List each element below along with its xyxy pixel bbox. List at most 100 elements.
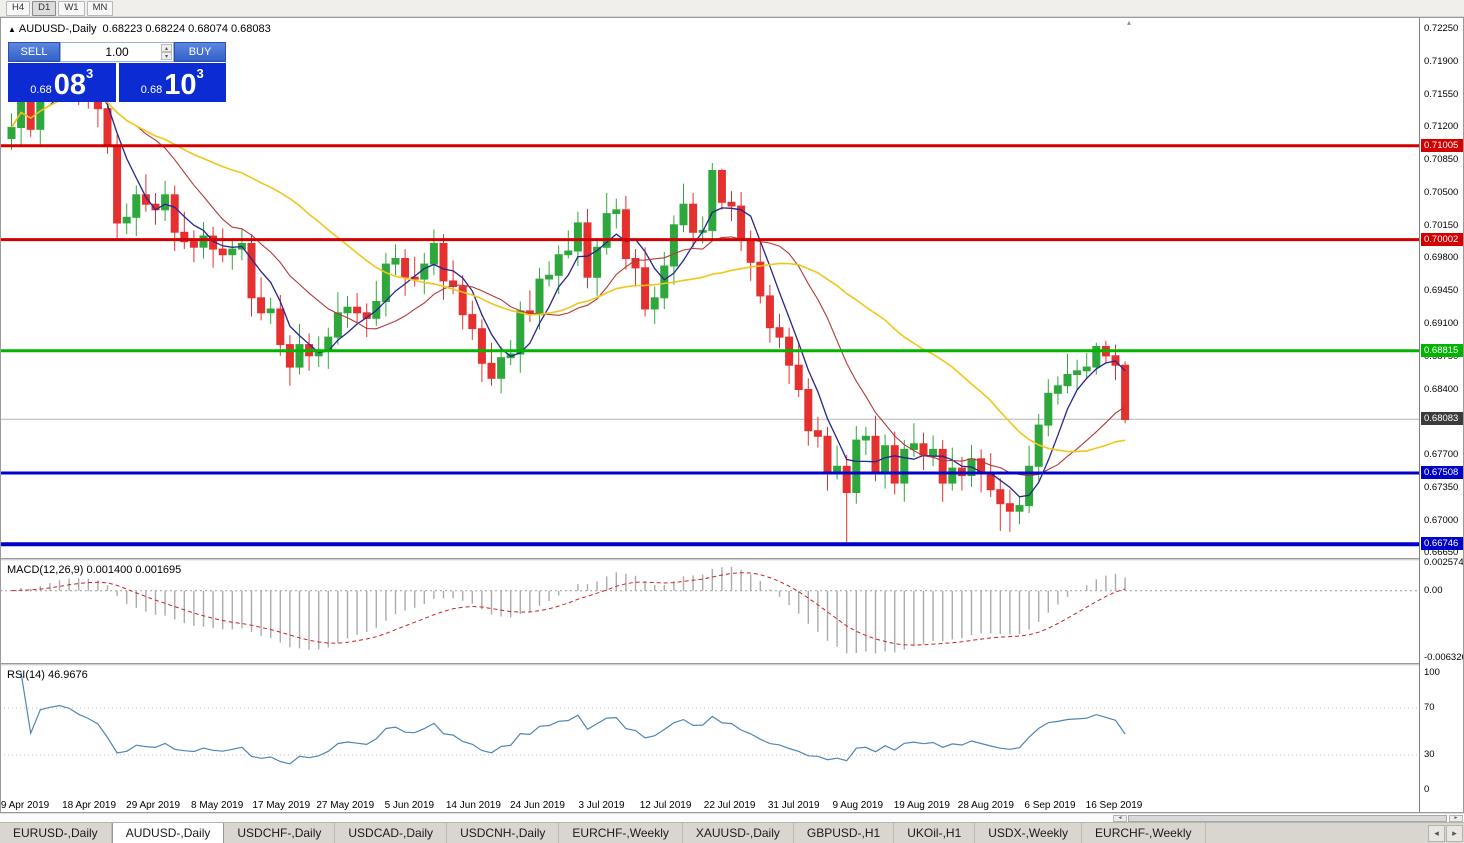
main-chart-pane[interactable]: ▲ AUDUSD-,Daily 0.68223 0.68224 0.68074 0.…	[0, 17, 1419, 558]
volume-input[interactable]	[75, 44, 159, 60]
scrollbar-thumb[interactable]	[1128, 815, 1447, 822]
chart-tabs: EURUSD-,Daily AUDUSD-,Daily USDCHF-,Daily U…	[0, 823, 1206, 843]
date-label: 28 Aug 2019	[957, 800, 1014, 811]
price-axis-label: 0.67000	[1424, 514, 1459, 526]
symbol-tab-eurusd-daily[interactable]: EURUSD-,Daily	[0, 823, 112, 843]
candlestick-chart	[0, 65, 1419, 547]
macd-chart	[0, 566, 1419, 654]
symbol-tab-eurchf-weekly[interactable]: EURCHF-,Weekly	[1082, 823, 1206, 843]
pane-separator[interactable]	[0, 558, 1464, 561]
sell-price-sup: 3	[85, 66, 94, 81]
volume-spinner-down-icon[interactable]: ▾	[161, 52, 172, 60]
date-label: 29 Apr 2019	[126, 800, 181, 811]
macd-signal-line	[11, 572, 1126, 646]
rsi-indicator-pane[interactable]: RSI(14) 46.9676	[0, 666, 1419, 797]
timeframe-button-d1[interactable]: D1	[32, 0, 57, 16]
symbol-tab-usdcnh-daily[interactable]: USDCNH-,Daily	[447, 823, 560, 843]
date-label: 9 Apr 2019	[0, 800, 50, 811]
date-label: 17 May 2019	[252, 800, 311, 811]
symbol-tab-usdx-weekly[interactable]: USDX-,Weekly	[975, 823, 1083, 843]
volume-spinner: ▴ ▾	[161, 44, 172, 60]
price-axis-label: 0.72250	[1424, 23, 1459, 35]
timeframe-button-mn[interactable]: MN	[86, 0, 114, 16]
price-axis-label: 0.71550	[1424, 88, 1459, 100]
chart-shift-marker-icon: ▴	[1127, 18, 1132, 27]
price-axis-label: 0.69100	[1424, 318, 1459, 329]
date-label: 9 Aug 2019	[832, 800, 884, 811]
rsi-label: RSI(14) 46.9676	[7, 669, 88, 681]
macd-axis-label: -0.006326	[1424, 651, 1464, 663]
current-price-tag: 0.68083	[1421, 412, 1463, 426]
sell-button[interactable]: SELL	[8, 42, 60, 62]
pane-separator[interactable]	[0, 663, 1464, 666]
buy-price-display[interactable]: 0.68 10 3	[118, 63, 226, 102]
sell-price-big: 08	[53, 69, 86, 101]
date-axis[interactable]: 9 Apr 2019 18 Apr 2019 29 Apr 2019 8 May 20…	[0, 797, 1419, 813]
ma-fast-line	[10, 83, 1126, 498]
date-label: 14 Jun 2019	[445, 800, 501, 811]
macd-indicator-pane[interactable]: MACD(12,26,9) 0.001400 0.001695	[0, 561, 1419, 663]
date-label: 5 Jun 2019	[384, 800, 435, 811]
date-label: 27 May 2019	[316, 800, 375, 811]
timeframe-button-h4[interactable]: H4	[6, 0, 31, 16]
chart-symbol: AUDUSD-,Daily	[18, 23, 97, 35]
buy-price-prefix: 0.68	[140, 84, 163, 96]
macd-label: MACD(12,26,9) 0.001400 0.001695	[7, 564, 182, 576]
symbol-marker-icon: ▲	[8, 25, 16, 34]
price-axis-label: 0.69450	[1424, 285, 1459, 297]
horizontal-scrollbar[interactable]: ◄ ►	[0, 813, 1464, 822]
symbol-tab-xauusd-daily[interactable]: XAUUSD-,Daily	[683, 823, 794, 843]
rsi-axis-label: 100	[1424, 667, 1440, 678]
scrollbar-right-arrow-icon[interactable]: ►	[1449, 815, 1463, 822]
rsi-axis-label: 30	[1424, 748, 1435, 760]
price-axis-label: 0.70500	[1424, 186, 1459, 198]
sell-price-display[interactable]: 0.68 08 3	[8, 63, 116, 102]
volume-spinner-up-icon[interactable]: ▴	[161, 44, 172, 52]
symbol-tab-audusd-daily[interactable]: AUDUSD-,Daily	[111, 823, 225, 843]
volume-field[interactable]: ▴ ▾	[60, 42, 174, 62]
date-label: 6 Sep 2019	[1024, 800, 1076, 811]
tab-scroll-left-icon[interactable]: ◂	[1428, 825, 1445, 842]
date-label: 19 Aug 2019	[893, 800, 950, 811]
date-label: 22 Jul 2019	[703, 800, 756, 811]
level-price-tag: 0.71005	[1421, 138, 1463, 152]
rsi-axis-label: 70	[1424, 702, 1435, 714]
price-axis-label: 0.66650	[1424, 547, 1459, 559]
date-label: 18 Apr 2019	[62, 800, 117, 811]
date-label: 12 Jul 2019	[639, 800, 692, 811]
macd-axis-label: 0.002574	[1424, 557, 1464, 569]
price-axis-label: 0.71200	[1424, 121, 1459, 133]
symbol-tab-ukoil-h1[interactable]: UKOil-,H1	[894, 823, 976, 843]
date-label: 3 Jul 2019	[578, 800, 625, 811]
level-price-tag: 0.66746	[1421, 537, 1463, 551]
chart-title: ▲ AUDUSD-,Daily 0.68223 0.68224 0.68074 0.…	[8, 23, 271, 35]
symbol-tab-usdcad-daily[interactable]: USDCAD-,Daily	[335, 823, 448, 843]
level-price-tag: 0.67508	[1421, 466, 1463, 479]
date-label: 16 Sep 2019	[1085, 800, 1143, 811]
candles	[7, 65, 1130, 543]
symbol-tab-eurchf-weekly[interactable]: EURCHF-,Weekly	[559, 823, 683, 843]
date-label: 31 Jul 2019	[767, 800, 820, 811]
ma-slow-line	[10, 95, 1126, 453]
symbol-tab-gbpusd-h1[interactable]: GBPUSD-,H1	[794, 823, 895, 843]
ohlc-readout: 0.68223 0.68224 0.68074 0.68083	[102, 23, 271, 35]
level-price-tag: 0.68815	[1421, 343, 1463, 357]
rsi-axis-label: 0	[1424, 784, 1430, 795]
price-axis-label: 0.71900	[1424, 55, 1459, 67]
price-axis-label: 0.70150	[1424, 219, 1459, 231]
macd-axis-label: 0.00	[1424, 584, 1443, 596]
scrollbar-left-arrow-icon[interactable]: ◄	[1113, 815, 1127, 822]
tab-scroll-right-icon[interactable]: ▸	[1446, 825, 1463, 842]
buy-button[interactable]: BUY	[174, 42, 226, 62]
rsi-chart	[0, 672, 1419, 765]
price-axis-label: 0.67700	[1424, 449, 1459, 461]
level-price-tag: 0.70002	[1421, 232, 1463, 246]
timeframe-button-w1[interactable]: W1	[58, 0, 85, 16]
symbol-tab-usdchf-daily[interactable]: USDCHF-,Daily	[224, 823, 336, 843]
buy-price-sup: 3	[196, 66, 204, 81]
date-label: 8 May 2019	[191, 800, 244, 811]
date-label: 24 Jun 2019	[509, 800, 565, 811]
price-axis[interactable]: 0.72250 0.71900 0.71550 0.71200 0.70850 0.705…	[1419, 17, 1464, 813]
price-axis-label: 0.69800	[1424, 252, 1459, 264]
